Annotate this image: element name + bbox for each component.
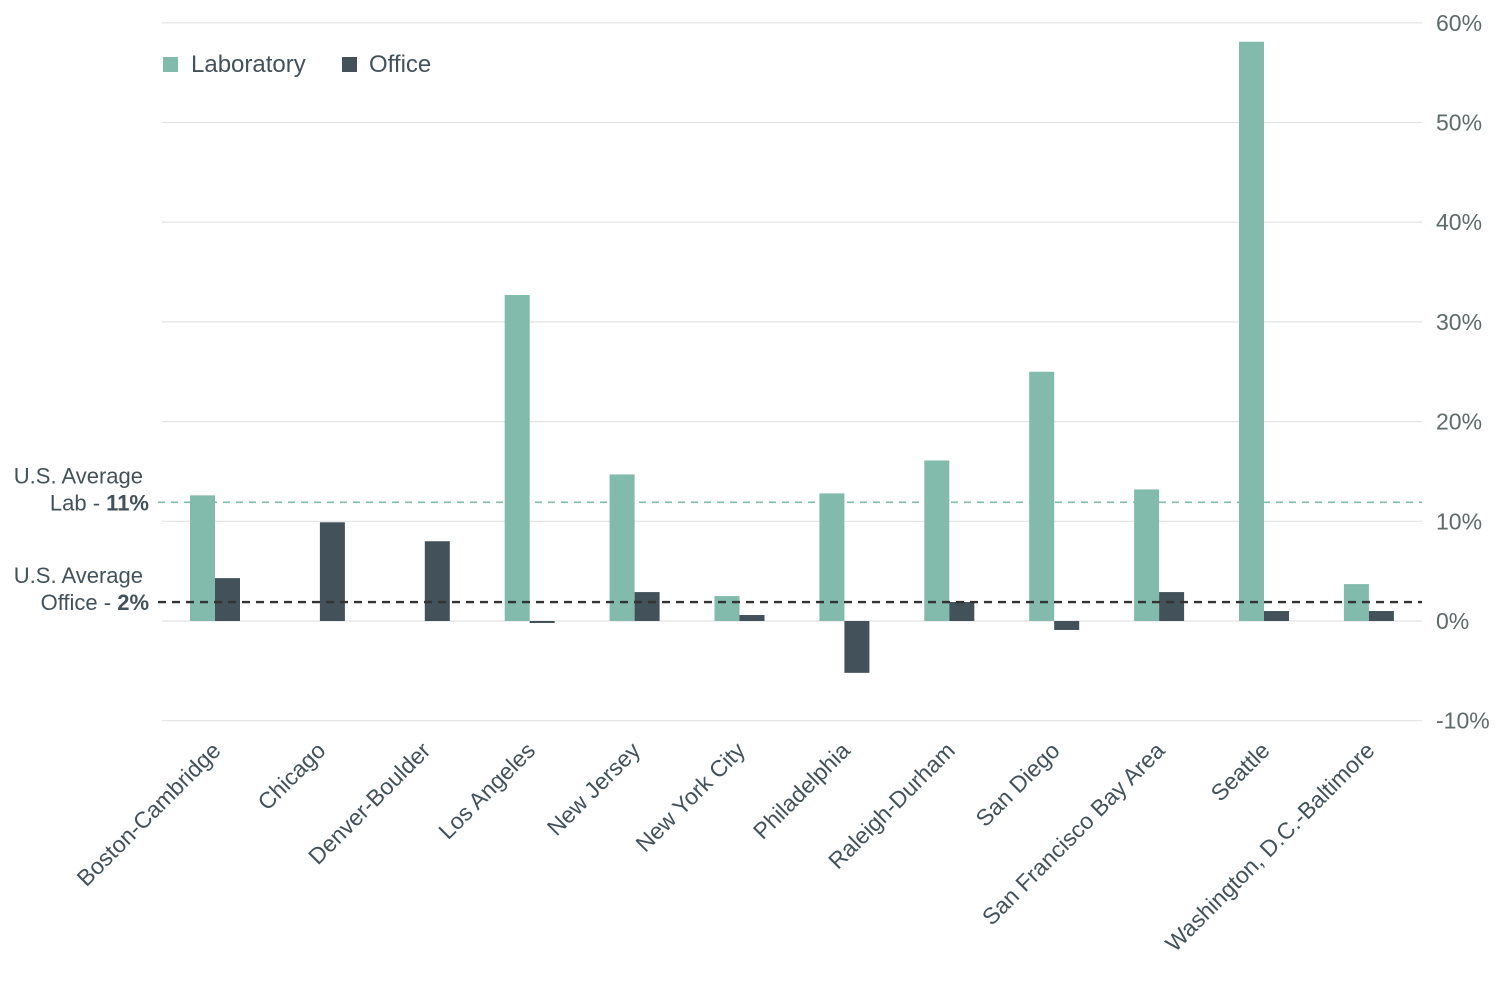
bars — [190, 41, 1394, 673]
bar-laboratory-seattle — [1239, 41, 1264, 622]
bar-office-seattle — [1264, 611, 1289, 621]
y-axis-tick-labels: 60% 50% 40% 30% 20% 10% 0% -10% — [1436, 10, 1490, 734]
gridlines — [162, 22, 1422, 722]
x-label-boston-cambridge: Boston-Cambridge — [72, 737, 226, 891]
y-tick-label: 50% — [1436, 110, 1482, 136]
bar-laboratory-raleigh-durham — [924, 460, 950, 621]
x-label-washington-d-c-baltimore: Washington, D.C.-Baltimore — [1160, 737, 1379, 956]
bar-office-san-francisco-bay-area — [1159, 592, 1185, 621]
bar-office-raleigh-durham — [949, 602, 975, 621]
y-tick-label: -10% — [1436, 708, 1490, 734]
x-label-seattle: Seattle — [1206, 737, 1275, 806]
bar-laboratory-san-francisco-bay-area — [1134, 489, 1160, 621]
bar-office-chicago — [319, 522, 345, 621]
bar-laboratory-philadelphia — [819, 493, 845, 621]
x-label-philadelphia: Philadelphia — [748, 737, 855, 844]
x-label-chicago: Chicago — [252, 737, 330, 815]
y-tick-label: 10% — [1436, 508, 1482, 534]
bar-office-new-york-city — [739, 615, 765, 621]
x-label-san-diego: San Diego — [970, 737, 1064, 831]
y-tick-label: 40% — [1436, 209, 1482, 235]
x-label-san-francisco-bay-area: San Francisco Bay Area — [977, 737, 1170, 930]
bar-laboratory-san-diego — [1029, 371, 1055, 621]
bar-laboratory-boston-cambridge — [190, 495, 215, 621]
bar-laboratory-new-york-city — [714, 596, 740, 621]
x-axis-category-labels: Boston-Cambridge ChicagoDenver-BoulderLos… — [72, 737, 1380, 957]
bar-office-san-diego — [1054, 621, 1080, 630]
bar-office-philadelphia — [844, 621, 870, 673]
reference-label-u-s-average-lab-value: Lab - 11% — [50, 490, 149, 515]
bar-laboratory-los-angeles — [504, 294, 530, 621]
legend-swatch-laboratory — [163, 57, 178, 72]
bar-laboratory-new-jersey — [609, 474, 635, 621]
bar-office-washington-d-c-baltimore — [1368, 611, 1394, 621]
legend: Laboratory Office — [163, 51, 431, 78]
legend-label-office: Office — [369, 51, 431, 78]
bar-office-los-angeles — [529, 621, 555, 623]
legend-swatch-office — [342, 57, 357, 72]
bar-office-new-jersey — [634, 592, 660, 621]
reference-label-u-s-average-office-title: U.S. Average — [14, 563, 143, 588]
x-label-new-jersey: New Jersey — [542, 737, 646, 841]
y-tick-label: 20% — [1436, 409, 1482, 435]
legend-label-laboratory: Laboratory — [191, 51, 306, 78]
y-tick-label: 0% — [1436, 608, 1469, 634]
x-label-new-york-city: New York City — [630, 737, 750, 857]
bar-office-denver-boulder — [424, 541, 450, 621]
x-label-los-angeles: Los Angeles — [433, 737, 540, 844]
bar-office-boston-cambridge — [215, 578, 240, 621]
reference-label-u-s-average-office-value: Office - 2% — [41, 590, 149, 615]
reference-label-u-s-average-lab-title: U.S. Average — [14, 463, 143, 488]
y-tick-label: 30% — [1436, 309, 1482, 335]
y-tick-label: 60% — [1436, 10, 1482, 36]
